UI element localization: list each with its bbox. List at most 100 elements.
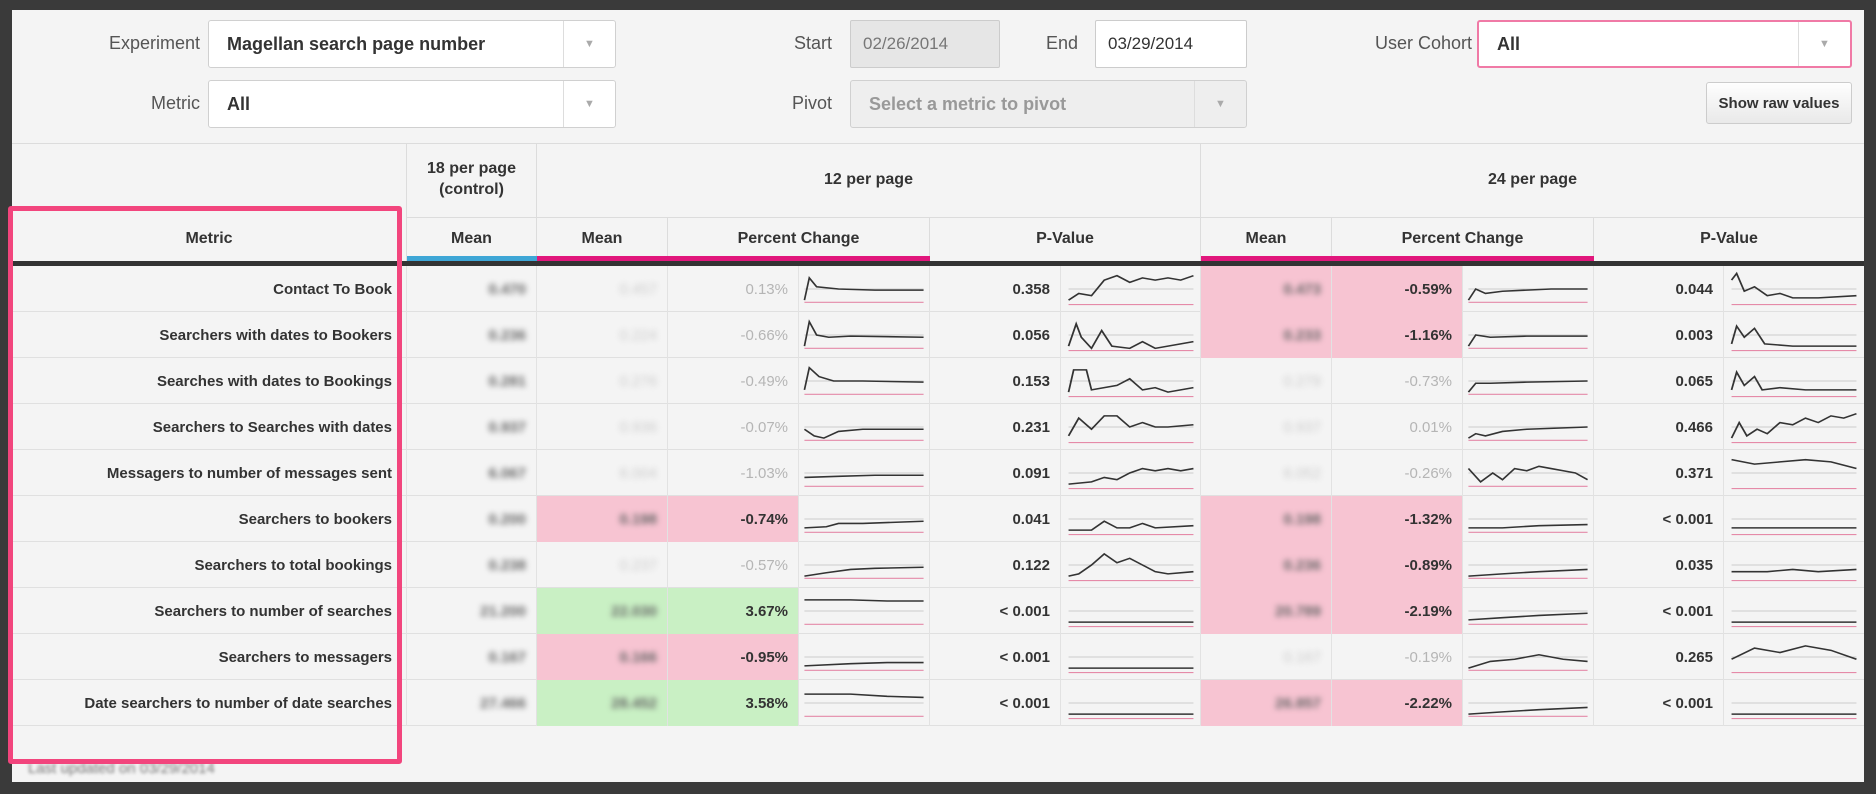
metric-name[interactable]: Searchers to number of searches	[12, 588, 407, 634]
a-percent-change: 0.13%	[668, 266, 799, 312]
b-percent-sparkline	[1463, 542, 1594, 588]
b-percent-change: -0.26%	[1332, 450, 1463, 496]
table-row[interactable]: Searchers to bookers 0.200 0.198 -0.74% 0.04…	[12, 496, 1864, 542]
b-mean-header[interactable]: Mean	[1201, 217, 1332, 261]
b-mean-cell: 6.052	[1201, 450, 1332, 496]
metric-name[interactable]: Searches with dates to Bookings	[12, 358, 407, 404]
a-mean-value: 0.198	[619, 510, 657, 528]
header-divider	[12, 261, 1864, 266]
chevron-down-icon: ▼	[1798, 22, 1850, 66]
b-mean-value: 0.236	[1283, 556, 1321, 574]
a-percent-sparkline	[799, 634, 930, 680]
experiment-label: Experiment	[108, 33, 200, 53]
b-percent-change: -0.73%	[1332, 358, 1463, 404]
metric-name[interactable]: Searchers to total bookings	[12, 542, 407, 588]
b-mean-cell: 26.857	[1201, 680, 1332, 726]
a-mean-cell: 0.936	[537, 404, 668, 450]
experiment-select[interactable]: Magellan search page number ▼	[208, 20, 616, 68]
metric-name[interactable]: Searchers to messagers	[12, 634, 407, 680]
control-mean-value: 21.200	[480, 602, 526, 620]
metric-name[interactable]: Date searchers to number of date searche…	[12, 680, 407, 726]
a-p-value-sparkline	[1061, 634, 1201, 680]
start-date-field[interactable]: 02/26/2014	[850, 20, 1000, 68]
table-row[interactable]: Searchers with dates to Bookers 0.236 0.22…	[12, 312, 1864, 358]
table-row[interactable]: Contact To Book 0.470 0.457 0.13% 0.358 0.473…	[12, 266, 1864, 312]
a-p-value: 0.056	[930, 312, 1061, 358]
chevron-down-icon: ▼	[1194, 81, 1246, 127]
a-p-value-sparkline	[1061, 404, 1201, 450]
table-row[interactable]: Searches with dates to Bookings 0.281 0.27…	[12, 358, 1864, 404]
table-row[interactable]: Searchers to total bookings 0.238 0.237 -0.…	[12, 542, 1864, 588]
b-p-value-sparkline	[1724, 404, 1864, 450]
a-p-value-sparkline	[1061, 588, 1201, 634]
metric-name[interactable]: Searchers with dates to Bookers	[12, 312, 407, 358]
show-raw-values-button[interactable]: Show raw values	[1706, 82, 1852, 124]
b-percent-change: -0.19%	[1332, 634, 1463, 680]
metric-name[interactable]: Messagers to number of messages sent	[12, 450, 407, 496]
b-percent-sparkline	[1463, 450, 1594, 496]
end-date-field[interactable]: 03/29/2014	[1095, 20, 1247, 68]
table-row[interactable]: Date searchers to number of date searche…	[12, 680, 1864, 726]
control-mean-value: 0.238	[488, 556, 526, 574]
b-percent-change: -0.59%	[1332, 266, 1463, 312]
a-p-value: 0.091	[930, 450, 1061, 496]
a-p-value: 0.153	[930, 358, 1061, 404]
table-row[interactable]: Searchers to messagers 0.167 0.166 -0.95% < …	[12, 634, 1864, 680]
a-mean-cell: 0.224	[537, 312, 668, 358]
metric-select[interactable]: All ▼	[208, 80, 616, 128]
b-percent-change-header[interactable]: Percent Change	[1332, 217, 1594, 261]
experiment-value: Magellan search page number	[227, 33, 486, 54]
b-p-value-sparkline	[1724, 312, 1864, 358]
a-p-value-sparkline	[1061, 358, 1201, 404]
b-p-value-sparkline	[1724, 450, 1864, 496]
group-a-accent-bar	[537, 256, 930, 261]
user-cohort-label: User Cohort	[1374, 33, 1472, 53]
b-mean-value: 0.167	[1283, 648, 1321, 666]
a-mean-value: 22.030	[611, 602, 657, 620]
user-cohort-select[interactable]: All ▼	[1477, 20, 1852, 68]
control-mean-cell: 0.238	[407, 542, 537, 588]
b-p-value: 0.003	[1594, 312, 1724, 358]
a-percent-sparkline	[799, 542, 930, 588]
b-p-value-sparkline	[1724, 358, 1864, 404]
metric-value: All	[227, 93, 251, 114]
b-p-value: 0.065	[1594, 358, 1724, 404]
b-p-value-sparkline	[1724, 634, 1864, 680]
a-mean-value: 0.936	[619, 418, 657, 436]
control-mean-header[interactable]: Mean	[407, 217, 537, 261]
a-percent-change: -0.07%	[668, 404, 799, 450]
b-p-value: < 0.001	[1594, 588, 1724, 634]
a-p-value-sparkline	[1061, 312, 1201, 358]
metric-column-header[interactable]: Metric	[12, 217, 407, 261]
table-row[interactable]: Messagers to number of messages sent 6.06…	[12, 450, 1864, 496]
b-p-value: 0.044	[1594, 266, 1724, 312]
b-p-value-header[interactable]: P-Value	[1700, 230, 1758, 247]
b-percent-sparkline	[1463, 634, 1594, 680]
b-mean-value: 0.279	[1283, 372, 1321, 390]
metric-name[interactable]: Searchers to bookers	[12, 496, 407, 542]
b-percent-sparkline	[1463, 358, 1594, 404]
a-percent-change-header[interactable]: Percent Change	[668, 217, 930, 261]
b-percent-sparkline	[1463, 680, 1594, 726]
a-p-value: 0.041	[930, 496, 1061, 542]
chevron-down-icon: ▼	[563, 21, 615, 67]
a-mean-header[interactable]: Mean	[537, 217, 668, 261]
end-label: End	[1045, 33, 1078, 53]
control-mean-value: 0.236	[488, 326, 526, 344]
table-row[interactable]: Searchers to number of searches 21.200 22.…	[12, 588, 1864, 634]
a-mean-cell: 0.198	[537, 496, 668, 542]
b-percent-change: -0.89%	[1332, 542, 1463, 588]
metric-name[interactable]: Searchers to Searches with dates	[12, 404, 407, 450]
control-mean-cell: 27.466	[407, 680, 537, 726]
b-p-value-sparkline	[1724, 588, 1864, 634]
metric-name[interactable]: Contact To Book	[12, 266, 407, 312]
pivot-select[interactable]: Select a metric to pivot ▼	[850, 80, 1247, 128]
a-percent-change: 3.58%	[668, 680, 799, 726]
table-row[interactable]: Searchers to Searches with dates 0.937 0.9…	[12, 404, 1864, 450]
b-mean-cell: 0.167	[1201, 634, 1332, 680]
a-p-value-header[interactable]: P-Value	[930, 217, 1201, 261]
b-mean-value: 0.937	[1283, 418, 1321, 436]
b-mean-cell: 20.789	[1201, 588, 1332, 634]
group-a-header: 12 per page	[537, 143, 1201, 217]
control-mean-value: 0.167	[488, 648, 526, 666]
